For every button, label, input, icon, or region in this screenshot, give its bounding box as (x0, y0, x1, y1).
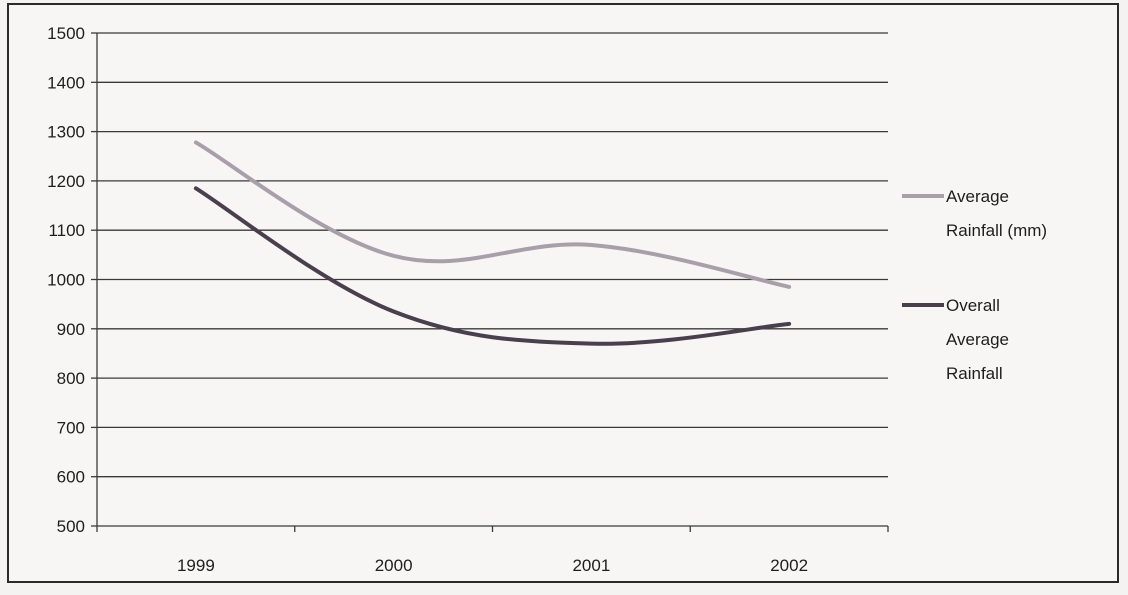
y-tick-label: 800 (57, 369, 85, 388)
y-tick-label: 1200 (47, 172, 85, 191)
legend-item-2: Overall Average Rainfall (902, 296, 1009, 383)
y-tick-label: 1300 (47, 123, 85, 142)
legend-item-1: Average Rainfall (mm) (902, 187, 1047, 240)
series-lines (193, 140, 792, 346)
x-tick-labels: 1999 2000 2001 2002 (177, 556, 808, 575)
series-line-1 (193, 140, 792, 289)
y-tick-label: 1100 (48, 221, 85, 240)
legend: Average Rainfall (mm) Overall Average Rainfa… (902, 187, 1047, 383)
y-tick-label: 1400 (47, 73, 85, 92)
y-tick-label: 1000 (47, 271, 85, 290)
legend-label: Average (946, 330, 1009, 349)
legend-label: Rainfall (mm) (946, 221, 1047, 240)
x-tick-label: 2001 (572, 556, 610, 575)
y-tick-label: 700 (57, 418, 85, 437)
y-tick-label: 900 (57, 320, 85, 339)
x-tick-label: 1999 (177, 556, 215, 575)
legend-label: Rainfall (946, 364, 1003, 383)
series-line-2 (193, 186, 792, 346)
axes (91, 32, 889, 532)
y-tick-label: 600 (57, 468, 85, 487)
gridlines (97, 32, 888, 478)
y-tick-label: 500 (57, 517, 85, 536)
legend-label: Average (946, 187, 1009, 206)
legend-label: Overall (946, 296, 1000, 315)
chart-frame (7, 3, 1119, 583)
x-tick-label: 2002 (770, 556, 808, 575)
x-tick-label: 2000 (375, 556, 413, 575)
y-tick-label: 1500 (47, 24, 85, 43)
y-tick-labels: 500 600 700 800 900 1000 1100 1200 1300 1400 1500 (47, 24, 85, 536)
